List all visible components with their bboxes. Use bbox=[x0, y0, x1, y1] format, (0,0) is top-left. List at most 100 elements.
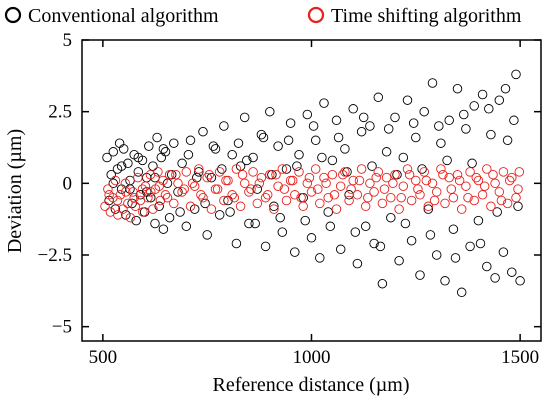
data-point-conventional bbox=[294, 149, 304, 160]
data-point-time-shifting bbox=[235, 201, 246, 212]
data-point-time-shifting bbox=[202, 172, 212, 183]
data-point-time-shifting bbox=[112, 195, 123, 206]
data-point-conventional bbox=[150, 218, 160, 229]
data-point-conventional bbox=[210, 144, 221, 154]
data-point-time-shifting bbox=[373, 167, 384, 177]
data-point-conventional bbox=[217, 164, 227, 174]
data-point-time-shifting bbox=[335, 181, 346, 191]
data-point-time-shifting bbox=[143, 192, 153, 203]
data-point-conventional bbox=[308, 121, 319, 131]
data-point-time-shifting bbox=[369, 187, 379, 197]
data-point-conventional bbox=[123, 158, 133, 169]
data-point-time-shifting bbox=[164, 169, 175, 180]
data-point-time-shifting bbox=[125, 212, 136, 223]
data-point-conventional bbox=[434, 121, 444, 131]
data-point-time-shifting bbox=[146, 187, 156, 197]
data-point-conventional bbox=[156, 152, 167, 163]
data-point-conventional bbox=[356, 126, 367, 137]
data-point-time-shifting bbox=[198, 192, 208, 203]
y-axis-title: Deviation (µm) bbox=[4, 129, 26, 253]
data-point-time-shifting bbox=[507, 172, 517, 183]
data-point-conventional bbox=[108, 147, 119, 157]
data-point-time-shifting bbox=[154, 181, 164, 191]
data-point-conventional bbox=[365, 121, 375, 131]
data-point-conventional bbox=[110, 204, 121, 214]
data-point-conventional bbox=[144, 141, 154, 151]
data-point-conventional bbox=[158, 224, 169, 234]
data-point-conventional bbox=[200, 198, 210, 209]
data-point-time-shifting bbox=[187, 178, 198, 189]
data-point-time-shifting bbox=[121, 187, 131, 197]
legend: Conventional algorithm Time shifting alg… bbox=[4, 5, 522, 27]
y-tick-label: −2.5 bbox=[38, 245, 72, 266]
data-point-time-shifting bbox=[454, 175, 465, 186]
data-point-time-shifting bbox=[396, 192, 406, 203]
series-conventional bbox=[102, 69, 525, 298]
data-point-time-shifting bbox=[421, 175, 432, 186]
data-point-time-shifting bbox=[285, 175, 296, 186]
data-point-time-shifting bbox=[223, 175, 233, 186]
data-point-conventional bbox=[507, 267, 517, 277]
data-point-conventional bbox=[227, 149, 237, 160]
data-point-time-shifting bbox=[514, 167, 525, 177]
data-point-time-shifting bbox=[452, 169, 463, 180]
data-point-time-shifting bbox=[210, 184, 221, 194]
data-point-time-shifting bbox=[469, 195, 479, 206]
data-point-conventional bbox=[131, 215, 141, 226]
data-point-conventional bbox=[277, 227, 288, 237]
data-point-conventional bbox=[214, 210, 225, 220]
data-point-conventional bbox=[127, 198, 137, 209]
data-point-time-shifting bbox=[419, 167, 429, 177]
data-point-time-shifting bbox=[448, 192, 459, 203]
data-point-time-shifting bbox=[219, 195, 229, 206]
data-point-time-shifting bbox=[256, 172, 267, 183]
data-point-conventional bbox=[390, 112, 400, 123]
data-point-conventional bbox=[394, 255, 404, 266]
data-point-conventional bbox=[317, 152, 327, 163]
data-point-time-shifting bbox=[479, 181, 490, 191]
data-point-conventional bbox=[323, 207, 333, 217]
data-point-conventional bbox=[208, 141, 219, 151]
data-point-conventional bbox=[469, 101, 479, 111]
data-point-conventional bbox=[108, 178, 119, 189]
data-point-time-shifting bbox=[381, 172, 392, 183]
data-point-time-shifting bbox=[171, 169, 181, 180]
data-point-conventional bbox=[281, 164, 292, 174]
data-point-time-shifting bbox=[279, 184, 290, 194]
data-point-conventional bbox=[377, 278, 388, 289]
data-point-conventional bbox=[406, 235, 417, 246]
data-point-time-shifting bbox=[153, 167, 163, 177]
y-tick-label: 2.5 bbox=[48, 102, 72, 123]
data-point-time-shifting bbox=[248, 167, 258, 177]
data-point-time-shifting bbox=[463, 192, 473, 203]
data-point-conventional bbox=[465, 241, 475, 252]
data-point-time-shifting bbox=[331, 204, 342, 214]
data-point-time-shifting bbox=[323, 192, 333, 203]
data-point-time-shifting bbox=[471, 172, 482, 183]
data-point-time-shifting bbox=[306, 187, 317, 197]
data-point-conventional bbox=[269, 201, 279, 212]
data-point-conventional bbox=[302, 109, 313, 120]
data-point-conventional bbox=[417, 164, 427, 174]
data-point-conventional bbox=[511, 69, 521, 80]
data-point-conventional bbox=[411, 132, 421, 143]
data-point-time-shifting bbox=[162, 192, 173, 203]
data-point-time-shifting bbox=[281, 195, 292, 206]
data-point-conventional bbox=[148, 161, 158, 171]
data-point-conventional bbox=[114, 138, 125, 148]
data-point-conventional bbox=[298, 192, 308, 203]
data-point-conventional bbox=[333, 132, 344, 143]
data-point-conventional bbox=[133, 167, 144, 177]
data-point-time-shifting bbox=[155, 195, 166, 206]
data-point-conventional bbox=[448, 224, 459, 234]
data-point-time-shifting bbox=[388, 178, 398, 189]
series-time-shifting bbox=[100, 164, 525, 223]
data-point-time-shifting bbox=[456, 204, 467, 214]
data-point-conventional bbox=[244, 218, 254, 229]
data-point-conventional bbox=[442, 155, 452, 166]
data-point-time-shifting bbox=[204, 169, 215, 180]
data-point-time-shifting bbox=[386, 192, 396, 203]
data-point-conventional bbox=[121, 210, 131, 220]
data-point-time-shifting bbox=[100, 201, 110, 212]
